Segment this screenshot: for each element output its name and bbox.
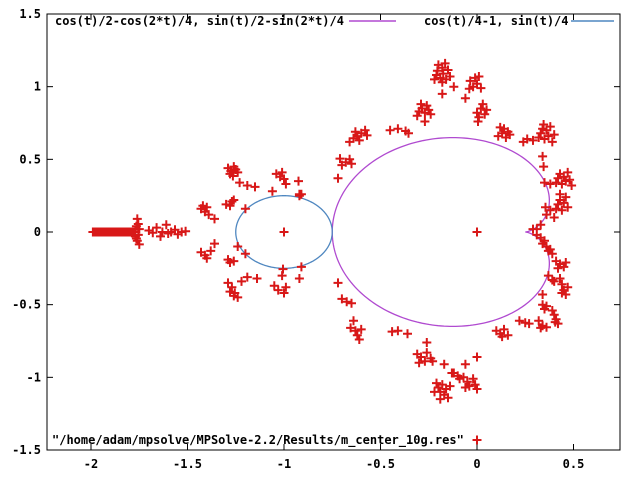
scatter-layer	[88, 58, 577, 404]
scatter-points	[88, 58, 577, 404]
y-tick-label: 1	[34, 80, 41, 94]
x-tick-label: 0.5	[563, 457, 585, 471]
y-tick-label: 0	[34, 225, 41, 239]
x-tick-label: 0	[473, 457, 480, 471]
legend-label-circle: cos(t)/4-1, sin(t)/4	[424, 14, 569, 28]
curve-cardioid	[331, 136, 551, 328]
x-tick-label: -1	[277, 457, 291, 471]
x-tick-label: -0.5	[366, 457, 395, 471]
legend: cos(t)/2-cos(2*t)/4, sin(t)/2-sin(2*t)/4…	[52, 14, 614, 448]
y-tick-label: -1.5	[12, 443, 41, 457]
x-tick-label: -2	[84, 457, 98, 471]
legend-label-cardioid: cos(t)/2-cos(2*t)/4, sin(t)/2-sin(2*t)/4	[55, 14, 344, 28]
legend-label-scatter-file: "/home/adam/mpsolve/MPSolve-2.2/Results/…	[52, 433, 464, 448]
y-tick-label: 0.5	[19, 152, 41, 166]
y-tick-label: -1	[27, 370, 41, 384]
plot-frame: -2 -1.5 -1 -0.5 0 0.5 -1.5 -1 -0.5 0 0.5 1 1.5	[12, 7, 621, 471]
curve-circle	[235, 195, 333, 269]
curves-layer	[235, 136, 551, 328]
y-tick-label: -0.5	[12, 298, 41, 312]
y-tick-label: 1.5	[19, 7, 41, 21]
x-tick-label: -1.5	[173, 457, 202, 471]
legend-marker-plus-icon	[472, 435, 482, 445]
